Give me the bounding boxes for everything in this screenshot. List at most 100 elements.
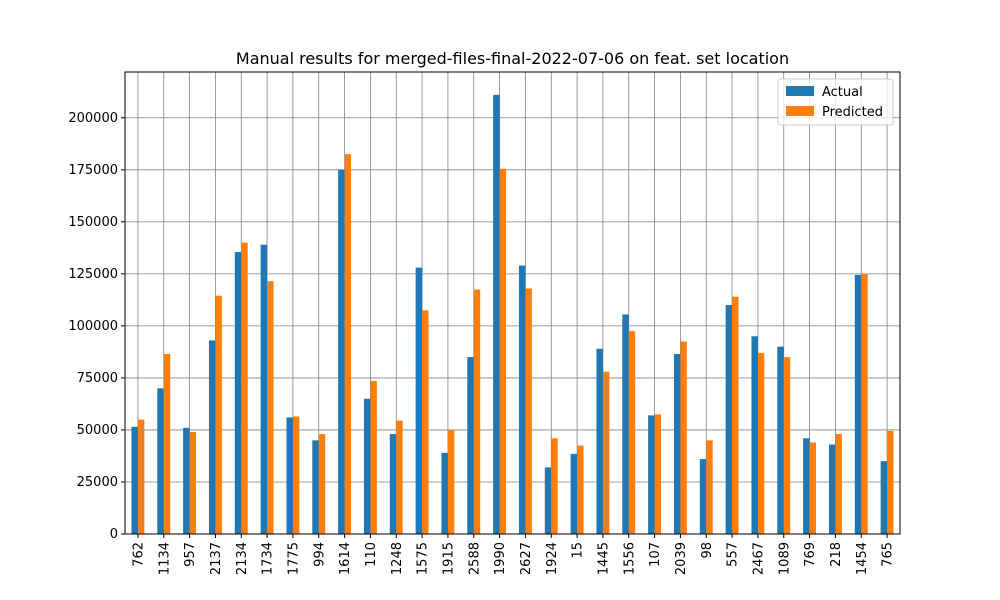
bar-actual-994: [312, 440, 319, 534]
bar-predicted-218: [835, 434, 842, 534]
bar-actual-2039: [673, 353, 681, 534]
y-tick-label: 0: [110, 527, 118, 542]
x-tick-label: 1924: [545, 542, 560, 575]
x-tick-label: 110: [364, 542, 379, 567]
x-tick-label: 1775: [286, 542, 301, 575]
bar-actual-2137: [208, 340, 216, 534]
x-tick-label: 957: [183, 542, 198, 567]
bar-predicted-1924: [551, 438, 558, 534]
bar-predicted-15: [577, 445, 584, 534]
bar-actual-1924: [544, 467, 552, 534]
legend-label-actual: Actual: [822, 85, 863, 100]
bar-actual-218: [828, 444, 836, 534]
bar-predicted-1575: [422, 310, 429, 534]
bar-predicted-769: [809, 442, 817, 534]
bar-actual-1556: [622, 314, 629, 534]
legend: Actual Predicted: [777, 78, 894, 126]
x-tick-label: 1134: [157, 542, 172, 575]
bar-actual-107: [648, 415, 655, 534]
x-tick-label: 1614: [338, 542, 353, 575]
bar-predicted-2627: [525, 288, 532, 534]
x-tick-label: 1734: [261, 542, 276, 575]
bar-predicted-2137: [215, 295, 222, 534]
bar-actual-765: [880, 461, 888, 534]
bar-actual-1445: [596, 348, 603, 534]
x-tick-label: 557: [726, 542, 741, 567]
bar-actual-2588: [467, 357, 474, 534]
bar-predicted-1445: [602, 371, 610, 534]
bar-actual-1775: [286, 417, 293, 534]
x-tick-label: 1990: [493, 542, 508, 575]
x-tick-label: 2588: [467, 542, 482, 575]
y-tick-label: 175000: [68, 163, 118, 178]
bar-predicted-107: [654, 414, 662, 534]
bar-predicted-1775: [292, 416, 300, 534]
bar-predicted-765: [887, 430, 894, 534]
y-tick-label: 100000: [68, 319, 118, 334]
x-tick-label: 994: [312, 542, 327, 567]
bar-predicted-1454: [861, 273, 868, 534]
bar-predicted-1734: [267, 281, 274, 534]
bar-actual-1248: [389, 434, 397, 534]
x-tick-label: 2039: [674, 542, 689, 575]
bar-actual-110: [363, 398, 371, 534]
bar-predicted-957: [189, 432, 197, 534]
x-tick-label: 2467: [751, 542, 766, 575]
bar-actual-2134: [234, 252, 242, 534]
bar-actual-762: [131, 426, 138, 534]
bar-actual-1734: [260, 244, 268, 534]
x-tick-label: 1248: [390, 542, 405, 575]
x-tick-label: 769: [803, 542, 818, 567]
x-tick-label: 218: [829, 542, 844, 567]
chart-title: Manual results for merged-files-final-20…: [236, 49, 789, 68]
legend-swatch-predicted: [786, 106, 814, 116]
bar-predicted-1915: [447, 429, 455, 534]
x-tick-label: 1915: [441, 542, 456, 575]
y-tick-label: 75000: [77, 371, 118, 386]
bar-predicted-994: [318, 434, 326, 534]
x-tick-label: 98: [700, 542, 715, 559]
bar-predicted-110: [370, 381, 377, 534]
bar-actual-957: [183, 427, 190, 534]
bar-actual-98: [699, 459, 707, 534]
x-tick-label: 15: [571, 542, 586, 559]
bar-predicted-1248: [396, 420, 403, 534]
bar-predicted-2039: [680, 341, 687, 534]
bars-group: [131, 94, 894, 535]
x-tick-label: 1454: [855, 542, 870, 575]
x-tick-label: 1445: [596, 542, 611, 575]
y-tick-label: 25000: [77, 475, 118, 490]
bar-predicted-1614: [344, 154, 352, 534]
bar-actual-2627: [518, 265, 526, 534]
x-tick-label: 762: [131, 542, 146, 567]
bar-predicted-762: [137, 419, 145, 534]
bar-actual-1454: [854, 274, 862, 534]
bar-predicted-1990: [499, 168, 507, 534]
x-tick-label: 2137: [209, 542, 224, 575]
bar-actual-769: [803, 438, 810, 534]
bar-actual-1575: [415, 267, 423, 534]
x-tick-label: 107: [648, 542, 663, 567]
x-tick-label: 1556: [622, 542, 637, 575]
legend-label-predicted: Predicted: [822, 105, 883, 120]
bar-actual-2467: [751, 336, 758, 534]
bar-predicted-1089: [783, 357, 791, 534]
x-tick-label: 1089: [777, 542, 792, 575]
y-tick-label: 150000: [68, 215, 118, 230]
x-tick-label: 1575: [416, 542, 431, 575]
bar-predicted-1556: [628, 331, 636, 534]
bar-actual-557: [725, 305, 733, 534]
x-tick-label: 2627: [519, 542, 534, 575]
bar-actual-15: [570, 453, 578, 534]
bar-actual-1990: [493, 94, 500, 534]
bar-actual-1915: [441, 452, 448, 534]
x-axis: 762 1134 957 2137 2134 1734 1775 994 1614 110 1248…: [131, 534, 896, 575]
y-tick-label: 50000: [77, 423, 118, 438]
bar-predicted-2134: [241, 242, 248, 534]
x-tick-label: 2134: [235, 542, 250, 575]
bar-predicted-98: [706, 440, 713, 534]
bar-predicted-2588: [473, 289, 481, 534]
bar-actual-1614: [338, 169, 345, 535]
legend-swatch-actual: [786, 86, 814, 96]
